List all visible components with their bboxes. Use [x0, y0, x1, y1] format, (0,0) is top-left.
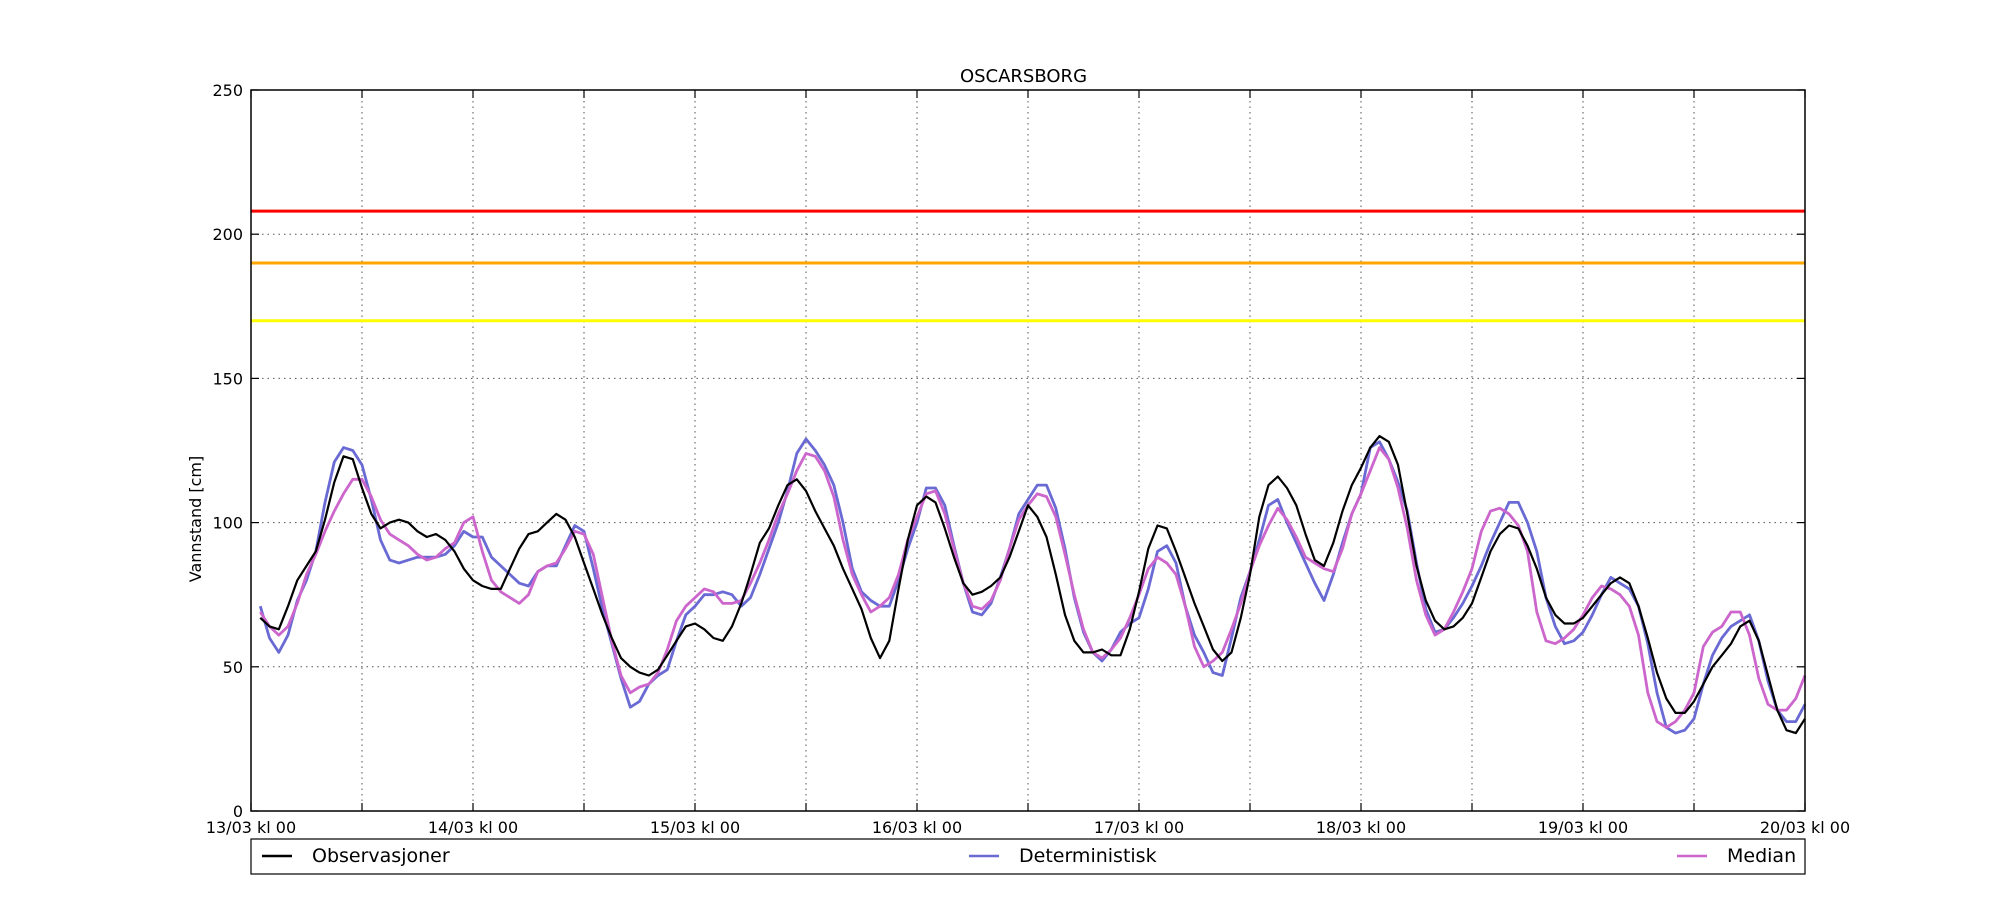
legend-label-deterministisk: Deterministisk: [1019, 845, 1157, 867]
y-tick-label: 100: [212, 514, 243, 533]
y-axis-label: Vannstand [cm]: [186, 456, 205, 582]
series-line-median: [259, 446, 1807, 729]
y-axis-ticks: 0 50 100 150 200 250: [212, 81, 1805, 821]
x-tick-label: 15/03 kl 00: [650, 818, 740, 837]
series-lines: [258, 435, 1807, 735]
x-tick-label: 18/03 kl 00: [1316, 818, 1406, 837]
legend: Observasjoner Deterministisk Median: [250, 838, 1806, 875]
x-tick-label: 20/03 kl 00: [1760, 818, 1850, 837]
y-tick-label: 200: [212, 225, 243, 244]
chart-title: OSCARSBORG: [960, 66, 1087, 87]
x-tick-label: 16/03 kl 00: [872, 818, 962, 837]
y-tick-label: 50: [223, 658, 243, 677]
x-tick-label: 17/03 kl 00: [1094, 818, 1184, 837]
legend-frame: [250, 838, 1806, 875]
y-tick-label: 150: [212, 369, 243, 388]
legend-label-observasjoner: Observasjoner: [312, 845, 450, 867]
y-tick-label: 0: [233, 802, 243, 821]
x-tick-label: 19/03 kl 00: [1538, 818, 1628, 837]
x-tick-label: 14/03 kl 00: [428, 818, 518, 837]
legend-label-median: Median: [1727, 845, 1796, 867]
threshold-lines: [251, 209, 1805, 323]
x-axis-ticks: 13/03 kl 00 14/03 kl 00 15/03 kl 00 16/03 k…: [206, 90, 1850, 837]
y-tick-label: 250: [212, 81, 243, 100]
x-tick-label: 13/03 kl 00: [206, 818, 296, 837]
series-line-observasjoner: [259, 435, 1806, 735]
